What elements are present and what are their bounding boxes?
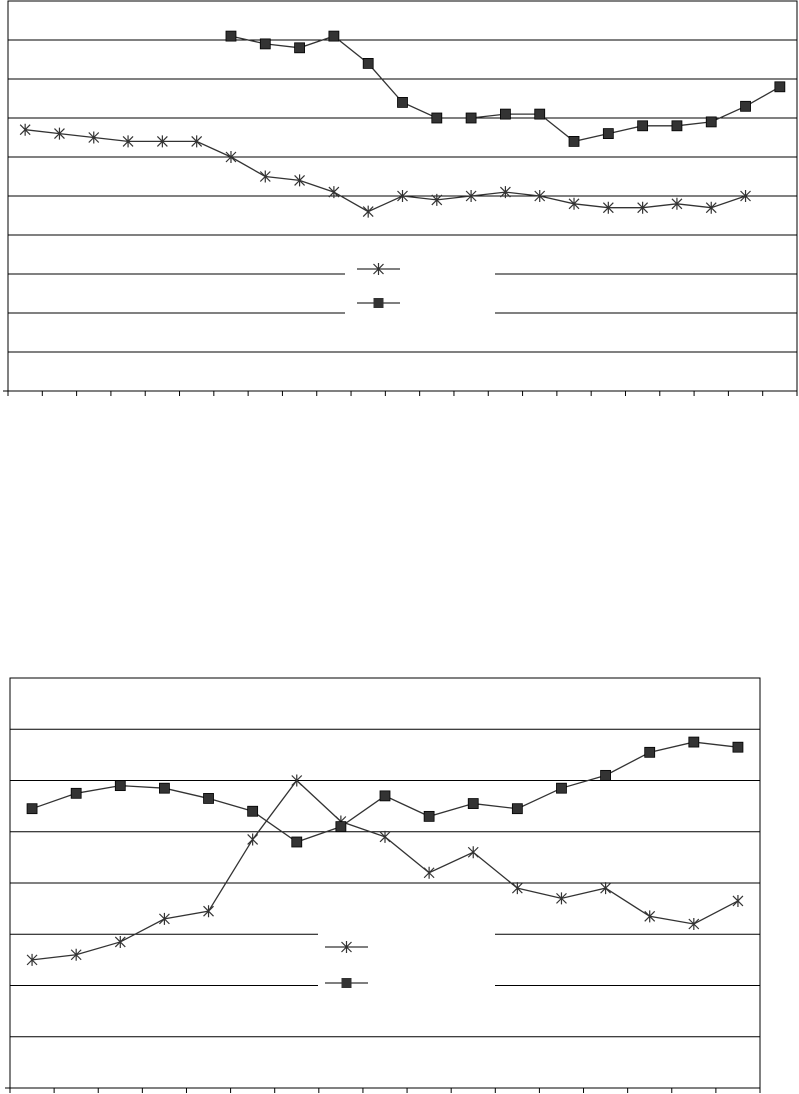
square-marker xyxy=(556,782,567,794)
asterisk-marker xyxy=(291,774,303,787)
asterisk-marker xyxy=(602,201,614,214)
square-marker xyxy=(294,42,305,54)
asterisk-marker xyxy=(114,935,126,948)
asterisk-marker xyxy=(362,205,374,218)
asterisk-marker xyxy=(465,190,477,202)
square-marker xyxy=(335,821,347,833)
legend-marker xyxy=(341,941,352,953)
asterisk-marker xyxy=(467,846,479,859)
square-marker xyxy=(225,30,237,42)
square-marker xyxy=(159,782,170,794)
square-marker xyxy=(291,836,303,848)
square-marker xyxy=(379,790,391,802)
square-marker xyxy=(637,120,649,132)
square-marker xyxy=(26,803,38,815)
square-marker xyxy=(203,793,214,804)
square-marker xyxy=(423,810,435,822)
asterisk-marker xyxy=(54,127,65,140)
asterisk-marker xyxy=(732,894,744,907)
asterisk-marker xyxy=(511,882,523,895)
square-marker xyxy=(644,746,656,758)
square-marker xyxy=(688,736,700,748)
asterisk-marker xyxy=(600,882,612,895)
asterisk-marker xyxy=(294,174,306,187)
asterisk-marker xyxy=(423,866,435,879)
asterisk-marker xyxy=(203,905,214,918)
legend-box xyxy=(318,930,495,1000)
asterisk-marker xyxy=(122,135,134,148)
asterisk-marker xyxy=(26,953,38,966)
asterisk-marker xyxy=(158,912,170,925)
square-marker xyxy=(705,116,717,128)
square-marker xyxy=(362,58,374,69)
asterisk-marker xyxy=(671,197,683,210)
square-marker xyxy=(114,780,126,792)
asterisk-marker xyxy=(688,918,700,930)
legend-marker xyxy=(373,298,384,308)
square-marker xyxy=(602,128,614,140)
square-marker xyxy=(511,803,523,815)
asterisk-marker xyxy=(556,892,567,905)
square-marker xyxy=(600,769,611,781)
asterisk-marker xyxy=(644,910,656,923)
square-marker xyxy=(259,38,271,50)
square-marker xyxy=(70,787,82,799)
square-marker xyxy=(740,100,751,112)
asterisk-marker xyxy=(19,123,31,136)
asterisk-marker xyxy=(431,193,443,206)
square-marker xyxy=(431,112,443,124)
asterisk-marker xyxy=(637,201,649,214)
asterisk-marker xyxy=(88,131,100,144)
square-marker xyxy=(534,108,546,120)
chart xyxy=(3,0,798,396)
square-marker xyxy=(671,120,683,132)
asterisk-marker xyxy=(225,151,237,163)
asterisk-marker xyxy=(534,190,546,202)
asterisk-marker xyxy=(191,135,203,148)
asterisk-marker xyxy=(705,201,717,214)
asterisk-marker xyxy=(740,190,751,202)
square-marker xyxy=(732,741,744,753)
square-marker xyxy=(397,97,408,108)
asterisk-marker xyxy=(397,190,408,202)
legend-marker xyxy=(373,263,384,275)
square-marker xyxy=(328,30,340,42)
series-line xyxy=(25,129,746,213)
square-marker xyxy=(500,108,511,120)
chart xyxy=(5,677,761,1093)
square-marker xyxy=(774,81,786,93)
asterisk-marker xyxy=(156,135,168,148)
square-marker xyxy=(467,798,479,809)
legend-box xyxy=(345,252,495,320)
asterisk-marker xyxy=(247,833,259,846)
asterisk-marker xyxy=(70,948,82,961)
asterisk-marker xyxy=(379,830,391,843)
asterisk-marker xyxy=(259,170,271,183)
asterisk-marker xyxy=(568,197,580,210)
asterisk-marker xyxy=(499,186,511,199)
square-marker xyxy=(247,805,259,817)
legend-marker xyxy=(341,978,352,988)
asterisk-marker xyxy=(328,186,340,199)
square-marker xyxy=(568,135,580,147)
square-marker xyxy=(465,112,477,124)
